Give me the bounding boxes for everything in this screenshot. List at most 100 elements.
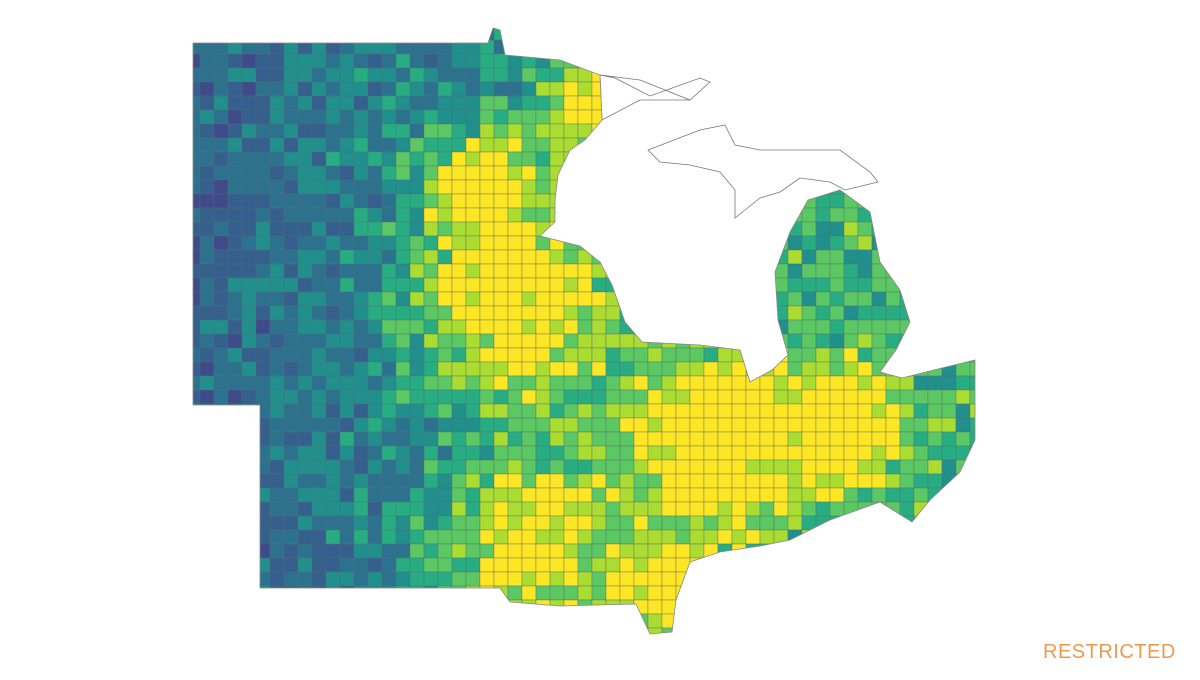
county (549, 263, 565, 279)
county (451, 473, 467, 489)
county (619, 403, 635, 419)
county (717, 28, 733, 41)
county (367, 599, 383, 615)
county (703, 95, 719, 111)
county (773, 557, 789, 573)
county (689, 291, 705, 307)
county (381, 109, 397, 125)
county (577, 319, 593, 335)
county (899, 627, 915, 634)
county (871, 193, 887, 209)
county (885, 627, 901, 634)
county (297, 263, 313, 279)
county (409, 501, 425, 517)
county (759, 347, 775, 363)
county (199, 151, 215, 167)
county (717, 291, 733, 307)
county (647, 389, 663, 405)
county (549, 109, 565, 125)
county (493, 529, 509, 545)
county (283, 109, 299, 125)
county (941, 123, 957, 139)
county (353, 193, 369, 209)
county (381, 249, 397, 265)
county (199, 207, 215, 223)
county (913, 543, 929, 559)
county (857, 221, 873, 237)
county (493, 627, 509, 634)
restricted-label: RESTRICTED (1043, 641, 1176, 663)
county (843, 81, 859, 97)
county (591, 179, 607, 195)
county (661, 347, 677, 363)
county (577, 417, 593, 433)
county (619, 501, 635, 517)
county (731, 263, 747, 279)
county (563, 445, 579, 461)
county (815, 263, 831, 279)
county (311, 277, 327, 293)
county (689, 515, 705, 531)
county (661, 291, 677, 307)
county (367, 431, 383, 447)
county (521, 515, 537, 531)
county (297, 347, 313, 363)
county (759, 403, 775, 419)
county (521, 263, 537, 279)
county (193, 473, 201, 489)
county (563, 627, 579, 634)
county (675, 39, 691, 55)
county (437, 613, 453, 629)
county (955, 263, 971, 279)
county (465, 53, 481, 69)
county (255, 571, 271, 587)
county (283, 431, 299, 447)
county (269, 179, 285, 195)
county (843, 515, 859, 531)
county (423, 207, 439, 223)
county (437, 543, 453, 559)
county (395, 165, 411, 181)
county (241, 515, 257, 531)
county (955, 123, 971, 139)
county (577, 109, 593, 125)
county (269, 333, 285, 349)
county (871, 67, 887, 83)
county (871, 263, 887, 279)
county (801, 585, 817, 601)
county (213, 305, 229, 321)
county (661, 207, 677, 223)
county (647, 585, 663, 601)
county (381, 375, 397, 391)
county (591, 151, 607, 167)
county (941, 53, 957, 69)
county (479, 487, 495, 503)
county (745, 347, 761, 363)
county (507, 361, 523, 377)
county (451, 375, 467, 391)
county (409, 375, 425, 391)
county (353, 333, 369, 349)
county (955, 599, 971, 615)
county (745, 305, 761, 321)
county (955, 207, 971, 223)
county (703, 221, 719, 237)
county (815, 543, 831, 559)
county (193, 431, 201, 447)
county (871, 123, 887, 139)
county (227, 81, 243, 97)
county (675, 445, 691, 461)
county (451, 305, 467, 321)
county (885, 459, 901, 475)
county (689, 599, 705, 615)
county (899, 39, 915, 55)
county (927, 445, 943, 461)
county (325, 375, 341, 391)
county (969, 123, 975, 139)
county (969, 445, 975, 461)
county (773, 445, 789, 461)
county (283, 67, 299, 83)
county (367, 249, 383, 265)
county (619, 137, 635, 153)
county (297, 221, 313, 237)
